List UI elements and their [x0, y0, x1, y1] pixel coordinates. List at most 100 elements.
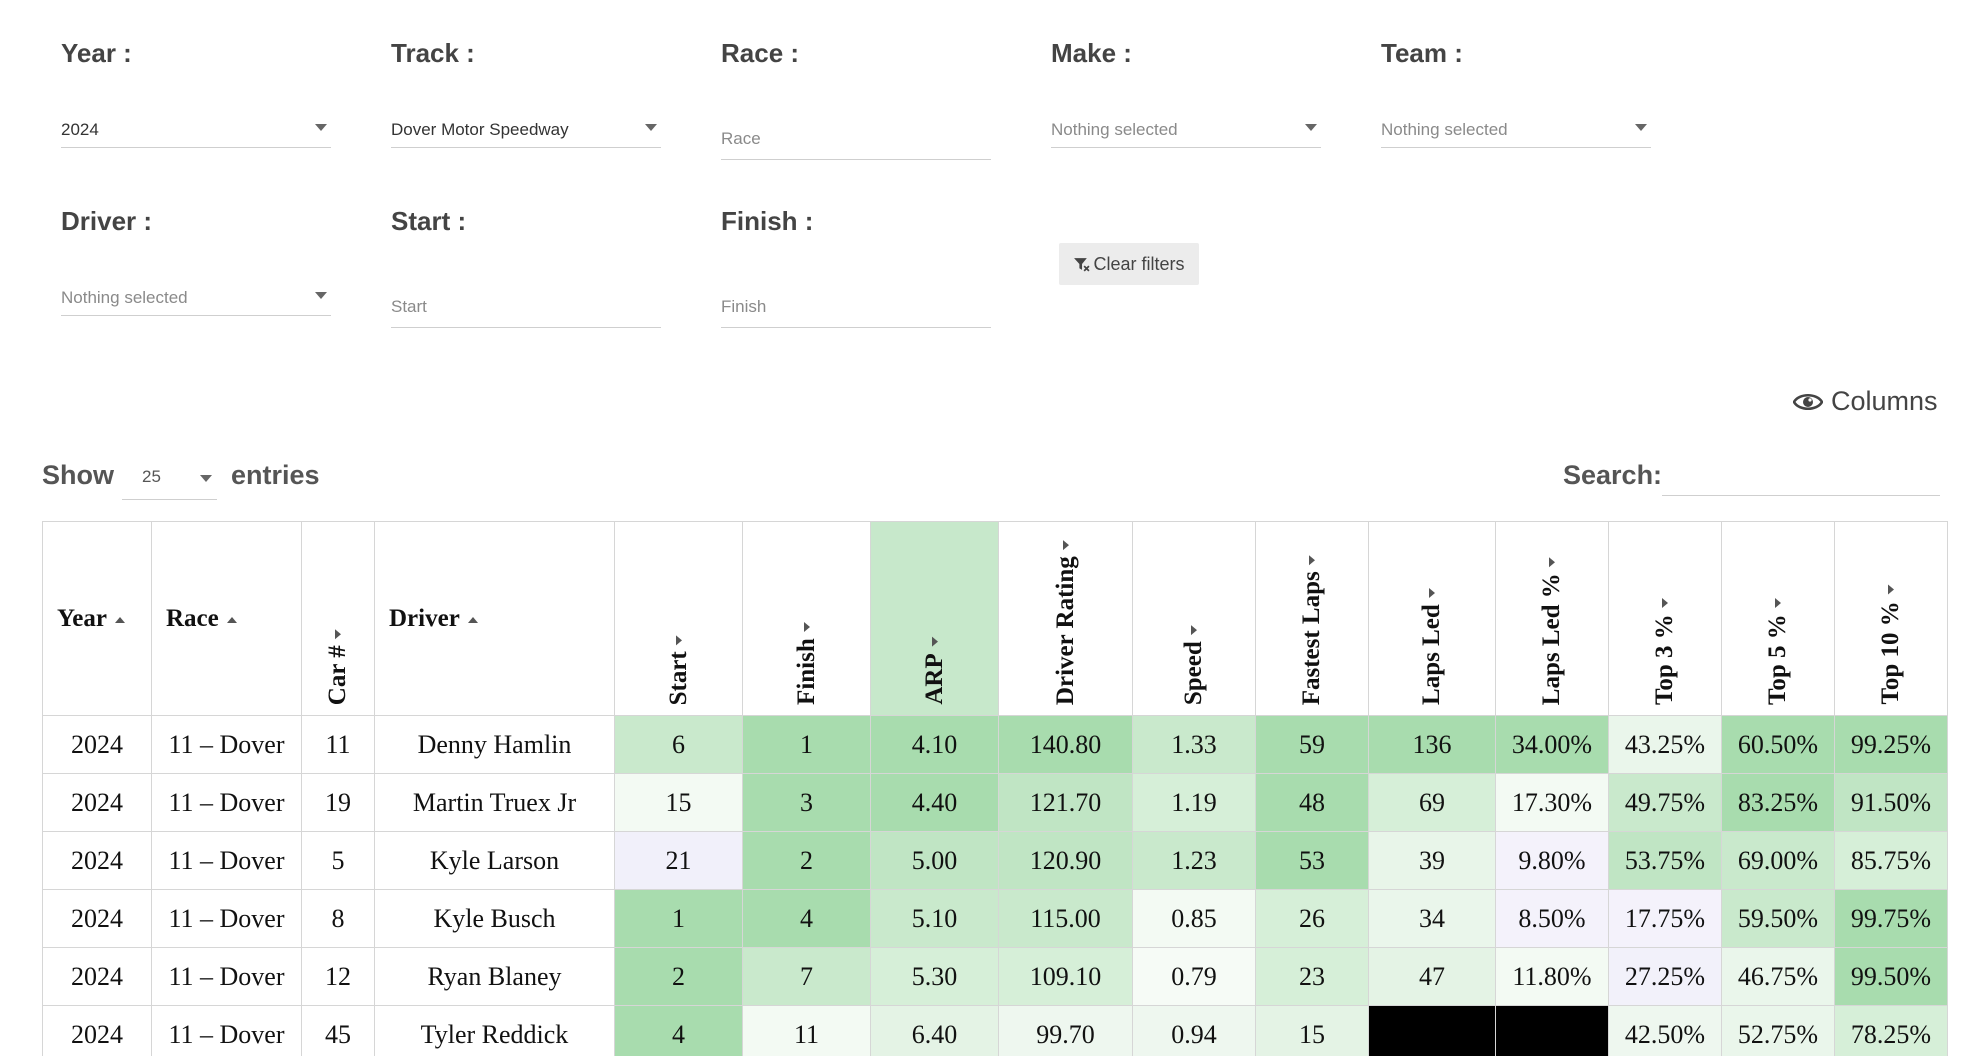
table-cell: [1495, 1005, 1609, 1056]
team-select[interactable]: Nothing selected: [1381, 112, 1651, 148]
table-cell: 52.75%: [1721, 1005, 1835, 1056]
search-input[interactable]: [1662, 454, 1940, 496]
table-cell: 11: [301, 715, 375, 774]
table-cell: 59.50%: [1721, 889, 1835, 948]
table-cell: 69: [1368, 773, 1496, 832]
table-header-row: Year Race Car # Driver Start Finish ARP …: [42, 521, 1948, 716]
columns-label: Columns: [1831, 386, 1938, 416]
table-cell: 11 – Dover: [151, 715, 302, 774]
table-cell: 9.80%: [1495, 831, 1609, 890]
sort-icon: [1429, 588, 1435, 599]
table-cell: 53: [1255, 831, 1369, 890]
column-header-top3-pct[interactable]: Top 3 %: [1608, 521, 1722, 716]
column-header-label: Fastest Laps: [1298, 570, 1325, 705]
filter-clear-icon: [1074, 257, 1091, 271]
track-filter-label: Track :: [391, 38, 475, 68]
table-cell: 2024: [42, 831, 152, 890]
sort-icon: [675, 634, 682, 645]
column-header-driver[interactable]: Driver: [374, 521, 615, 716]
column-header-label: Laps Led %: [1538, 573, 1565, 705]
table-cell: 2: [742, 831, 871, 890]
column-header-finish[interactable]: Finish: [742, 521, 871, 716]
table-cell: 136: [1368, 715, 1496, 774]
sort-icon: [1062, 539, 1069, 550]
table-row: 2024 11 – Dover 19 Martin Truex Jr 15 3 4.40 12…: [42, 773, 1948, 832]
table-cell: Ryan Blaney: [374, 947, 615, 1006]
table-cell: 121.70: [998, 773, 1133, 832]
table-cell: 2024: [42, 947, 152, 1006]
year-select[interactable]: 2024: [61, 112, 331, 148]
table-cell: 26: [1255, 889, 1369, 948]
table-row: 2024 11 – Dover 11 Denny Hamlin 6 1 4.10 140.80…: [42, 715, 1948, 774]
column-header-top10-pct[interactable]: Top 10 %: [1834, 521, 1948, 716]
column-header-label: Driver Rating: [1051, 556, 1079, 705]
columns-button[interactable]: Columns: [1793, 386, 1938, 417]
table-cell: 83.25%: [1721, 773, 1835, 832]
table-cell: 17.30%: [1495, 773, 1609, 832]
table-cell: 19: [301, 773, 375, 832]
team-select-value: Nothing selected: [1381, 120, 1508, 139]
make-select-value: Nothing selected: [1051, 120, 1178, 139]
column-header-top5-pct[interactable]: Top 5 %: [1721, 521, 1835, 716]
table-cell: 99.70: [998, 1005, 1133, 1056]
table-cell: 120.90: [998, 831, 1133, 890]
table-cell: 1: [742, 715, 871, 774]
column-header-start[interactable]: Start: [614, 521, 743, 716]
clear-filters-label: Clear filters: [1093, 253, 1185, 274]
driver-select[interactable]: Nothing selected: [61, 280, 331, 316]
track-select[interactable]: Dover Motor Speedway: [391, 112, 661, 148]
race-input[interactable]: [721, 118, 991, 160]
table-cell: Denny Hamlin: [374, 715, 615, 774]
entries-select[interactable]: 25: [122, 458, 217, 500]
column-header-speed[interactable]: Speed: [1132, 521, 1256, 716]
table-cell: Tyler Reddick: [374, 1005, 615, 1056]
make-filter-label: Make :: [1051, 38, 1132, 68]
table-cell: 2024: [42, 889, 152, 948]
table-cell: 53.75%: [1608, 831, 1722, 890]
table-cell: 1.23: [1132, 831, 1256, 890]
column-header-year[interactable]: Year: [42, 521, 152, 716]
start-input[interactable]: [391, 286, 661, 328]
table-cell: 43.25%: [1608, 715, 1722, 774]
sort-icon: [1549, 556, 1555, 567]
table-cell: 2: [614, 947, 743, 1006]
table-cell: 1.19: [1132, 773, 1256, 832]
table-cell: 99.25%: [1834, 715, 1948, 774]
column-header-laps-led-pct[interactable]: Laps Led %: [1495, 521, 1609, 716]
make-select[interactable]: Nothing selected: [1051, 112, 1321, 148]
table-cell: 7: [742, 947, 871, 1006]
column-header-label: Car #: [324, 645, 351, 705]
table-cell: 12: [301, 947, 375, 1006]
table-cell: 11 – Dover: [151, 831, 302, 890]
table-row: 2024 11 – Dover 12 Ryan Blaney 2 7 5.30 109.10 0…: [42, 947, 1948, 1006]
finish-input[interactable]: [721, 286, 991, 328]
table-cell: 47: [1368, 947, 1496, 1006]
table-row: 2024 11 – Dover 8 Kyle Busch 1 4 5.10 115.00 0.8…: [42, 889, 1948, 948]
column-header-fastest-laps[interactable]: Fastest Laps: [1255, 521, 1369, 716]
column-header-label: ARP: [920, 653, 948, 705]
table-cell: 109.10: [998, 947, 1133, 1006]
track-select-value: Dover Motor Speedway: [391, 120, 569, 139]
table-cell: 34: [1368, 889, 1496, 948]
table-cell: 45: [301, 1005, 375, 1056]
column-header-arp[interactable]: ARP: [870, 521, 999, 716]
finish-filter-label: Finish :: [721, 206, 814, 236]
table-cell: 42.50%: [1608, 1005, 1722, 1056]
table-cell: 4: [742, 889, 871, 948]
table-cell: 91.50%: [1834, 773, 1948, 832]
column-header-driver-rating[interactable]: Driver Rating: [998, 521, 1133, 716]
table-cell: Martin Truex Jr: [374, 773, 615, 832]
sort-asc-icon: [226, 616, 237, 623]
table-cell: 46.75%: [1721, 947, 1835, 1006]
clear-filters-button[interactable]: Clear filters: [1059, 243, 1199, 285]
table-cell: 0.94: [1132, 1005, 1256, 1056]
column-header-car-number[interactable]: Car #: [301, 521, 375, 716]
table-cell: 8: [301, 889, 375, 948]
table-cell: 11 – Dover: [151, 889, 302, 948]
year-select-value: 2024: [61, 120, 99, 139]
column-header-race[interactable]: Race: [151, 521, 302, 716]
table-cell: 0.79: [1132, 947, 1256, 1006]
table-cell: 21: [614, 831, 743, 890]
column-header-laps-led[interactable]: Laps Led: [1368, 521, 1496, 716]
table-cell: 99.50%: [1834, 947, 1948, 1006]
